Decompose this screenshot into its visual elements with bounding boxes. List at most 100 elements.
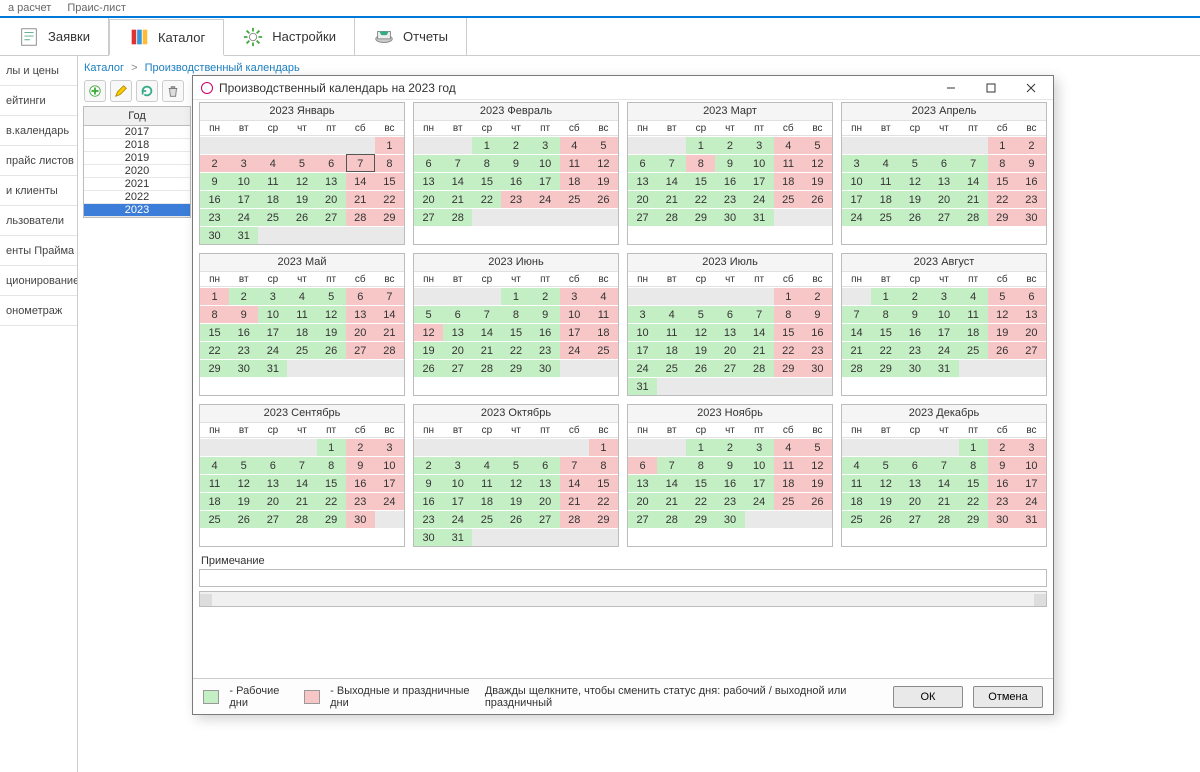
day-cell[interactable]: 22 (959, 492, 988, 510)
year-row[interactable]: 2019 (84, 152, 190, 165)
day-cell[interactable]: 5 (414, 305, 443, 323)
sidebar-item[interactable]: прайс листов (0, 146, 77, 176)
day-cell[interactable]: 23 (900, 341, 929, 359)
secondary-tab[interactable]: а расчет (0, 0, 59, 16)
day-cell[interactable]: 2 (414, 456, 443, 474)
day-cell[interactable]: 23 (531, 341, 560, 359)
day-cell[interactable]: 8 (959, 456, 988, 474)
day-cell[interactable]: 15 (375, 172, 404, 190)
cancel-button[interactable]: Отмена (973, 686, 1043, 708)
day-cell[interactable]: 8 (472, 154, 501, 172)
day-cell[interactable]: 11 (959, 305, 988, 323)
day-cell[interactable]: 16 (715, 474, 744, 492)
day-cell[interactable]: 17 (628, 341, 657, 359)
day-cell[interactable]: 23 (414, 510, 443, 528)
day-cell[interactable]: 24 (628, 359, 657, 377)
day-cell[interactable]: 27 (929, 208, 958, 226)
day-cell[interactable]: 2 (200, 154, 229, 172)
year-row[interactable]: 2021 (84, 178, 190, 191)
day-cell[interactable]: 10 (929, 305, 958, 323)
day-cell[interactable]: 20 (1017, 323, 1046, 341)
day-cell[interactable]: 13 (900, 474, 929, 492)
day-cell[interactable]: 5 (287, 154, 316, 172)
day-cell[interactable]: 20 (346, 323, 375, 341)
day-cell[interactable]: 1 (959, 438, 988, 456)
day-cell[interactable]: 29 (686, 208, 715, 226)
day-cell[interactable]: 6 (929, 154, 958, 172)
day-cell[interactable]: 21 (287, 492, 316, 510)
day-cell[interactable]: 28 (472, 359, 501, 377)
day-cell[interactable]: 19 (803, 172, 832, 190)
ok-button[interactable]: ОК (893, 686, 963, 708)
day-cell[interactable]: 21 (346, 190, 375, 208)
day-cell[interactable]: 24 (258, 341, 287, 359)
day-cell[interactable]: 26 (988, 341, 1017, 359)
day-cell[interactable]: 2 (715, 136, 744, 154)
day-cell[interactable]: 12 (317, 305, 346, 323)
day-cell[interactable]: 18 (959, 323, 988, 341)
day-cell[interactable]: 22 (988, 190, 1017, 208)
day-cell[interactable]: 27 (443, 359, 472, 377)
day-cell[interactable]: 8 (988, 154, 1017, 172)
day-cell[interactable]: 31 (443, 528, 472, 546)
day-cell[interactable]: 22 (871, 341, 900, 359)
day-cell[interactable]: 8 (871, 305, 900, 323)
day-cell[interactable]: 11 (589, 305, 618, 323)
day-cell[interactable]: 16 (715, 172, 744, 190)
day-cell[interactable]: 13 (317, 172, 346, 190)
minimize-button[interactable] (931, 77, 971, 99)
day-cell[interactable]: 4 (774, 438, 803, 456)
day-cell[interactable]: 27 (900, 510, 929, 528)
day-cell[interactable]: 7 (375, 287, 404, 305)
day-cell[interactable]: 17 (258, 323, 287, 341)
day-cell[interactable]: 18 (774, 172, 803, 190)
day-cell[interactable]: 29 (774, 359, 803, 377)
day-cell[interactable]: 20 (628, 190, 657, 208)
day-cell[interactable]: 24 (745, 190, 774, 208)
day-cell[interactable]: 11 (657, 323, 686, 341)
day-cell[interactable]: 26 (229, 510, 258, 528)
day-cell[interactable]: 24 (531, 190, 560, 208)
day-cell[interactable]: 27 (346, 341, 375, 359)
day-cell[interactable]: 22 (774, 341, 803, 359)
day-cell[interactable]: 17 (745, 474, 774, 492)
day-cell[interactable]: 2 (900, 287, 929, 305)
day-cell[interactable]: 20 (715, 341, 744, 359)
day-cell[interactable]: 14 (657, 172, 686, 190)
breadcrumb-page[interactable]: Производственный календарь (145, 62, 300, 74)
day-cell[interactable]: 22 (589, 492, 618, 510)
day-cell[interactable]: 14 (287, 474, 316, 492)
day-cell[interactable]: 28 (745, 359, 774, 377)
day-cell[interactable]: 19 (803, 474, 832, 492)
day-cell[interactable]: 10 (1017, 456, 1046, 474)
day-cell[interactable]: 27 (531, 510, 560, 528)
day-cell[interactable]: 21 (443, 190, 472, 208)
day-cell[interactable]: 15 (317, 474, 346, 492)
day-cell[interactable]: 21 (842, 341, 871, 359)
day-cell[interactable]: 20 (317, 190, 346, 208)
day-cell[interactable]: 22 (686, 492, 715, 510)
day-cell[interactable]: 31 (628, 377, 657, 395)
day-cell[interactable]: 14 (929, 474, 958, 492)
day-cell[interactable]: 6 (628, 154, 657, 172)
day-cell[interactable]: 16 (531, 323, 560, 341)
day-cell[interactable]: 10 (443, 474, 472, 492)
day-cell[interactable]: 13 (715, 323, 744, 341)
day-cell[interactable]: 25 (959, 341, 988, 359)
day-cell[interactable]: 16 (229, 323, 258, 341)
day-cell[interactable]: 15 (959, 474, 988, 492)
day-cell[interactable]: 12 (229, 474, 258, 492)
day-cell[interactable]: 25 (842, 510, 871, 528)
day-cell[interactable]: 1 (988, 136, 1017, 154)
day-cell[interactable]: 6 (346, 287, 375, 305)
day-cell[interactable]: 26 (589, 190, 618, 208)
day-cell[interactable]: 16 (414, 492, 443, 510)
day-cell[interactable]: 20 (414, 190, 443, 208)
day-cell[interactable]: 18 (871, 190, 900, 208)
day-cell[interactable]: 11 (774, 154, 803, 172)
day-cell[interactable]: 21 (929, 492, 958, 510)
day-cell[interactable]: 16 (1017, 172, 1046, 190)
day-cell[interactable]: 10 (745, 456, 774, 474)
day-cell[interactable]: 25 (589, 341, 618, 359)
day-cell[interactable]: 10 (375, 456, 404, 474)
